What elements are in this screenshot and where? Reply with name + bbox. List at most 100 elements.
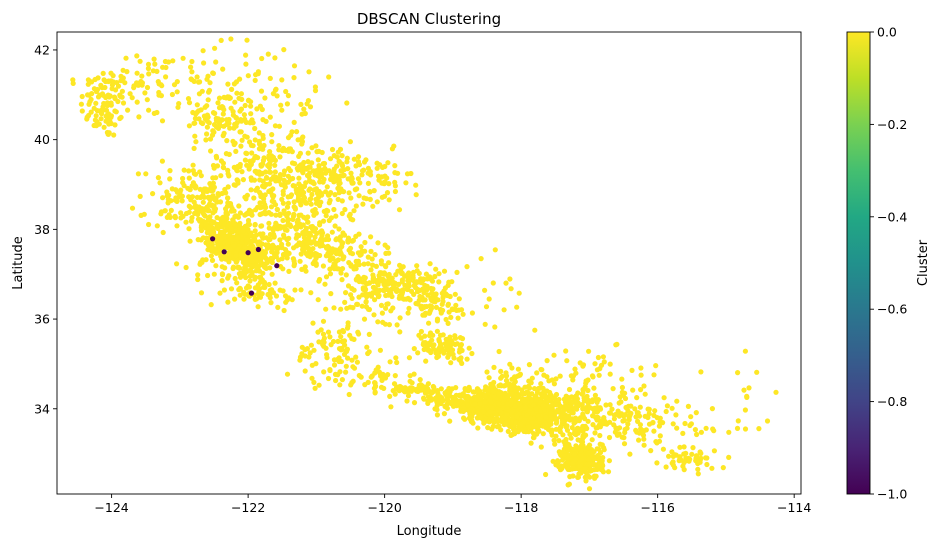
data-point (449, 306, 455, 312)
data-point (295, 217, 301, 223)
data-point (695, 466, 701, 472)
data-point (424, 276, 430, 282)
data-point (688, 414, 694, 420)
data-point (220, 66, 226, 72)
data-point (498, 368, 504, 374)
x-tick-label: −122 (231, 500, 265, 515)
data-point (323, 213, 329, 219)
data-point (358, 374, 364, 380)
data-point (294, 225, 300, 231)
data-point (318, 240, 324, 246)
data-point (544, 358, 550, 364)
data-point (259, 162, 265, 169)
data-point (304, 346, 310, 352)
data-point (603, 402, 609, 408)
data-point (483, 304, 490, 310)
data-point (377, 347, 383, 353)
data-point (200, 199, 206, 205)
data-point (606, 434, 613, 441)
data-point (584, 425, 590, 432)
data-point (371, 312, 377, 318)
data-point (226, 116, 232, 123)
data-point (146, 71, 152, 77)
data-point (320, 218, 327, 224)
data-point (299, 351, 305, 357)
data-point (303, 225, 309, 231)
data-point (218, 173, 224, 179)
data-point (509, 424, 515, 430)
data-point (217, 290, 223, 296)
data-point (276, 123, 282, 129)
data-point (540, 403, 546, 409)
data-point (322, 281, 328, 287)
data-point (192, 210, 198, 216)
data-point (78, 101, 84, 107)
data-point (391, 284, 397, 290)
data-point (250, 258, 256, 264)
data-point (369, 291, 375, 297)
data-point (225, 167, 231, 173)
data-point (672, 452, 678, 458)
data-point (391, 143, 397, 149)
data-point (157, 180, 163, 186)
data-point (420, 276, 426, 282)
data-point (384, 286, 390, 293)
data-point (232, 99, 238, 105)
data-point (580, 387, 586, 393)
data-point (421, 396, 427, 402)
data-point (495, 419, 501, 425)
data-point (711, 448, 718, 454)
data-point (742, 407, 749, 413)
data-point (681, 444, 687, 450)
data-point (219, 104, 225, 110)
data-point (203, 221, 209, 227)
data-point (373, 367, 379, 373)
data-point (491, 364, 497, 370)
data-point (570, 460, 576, 466)
data-point (754, 369, 760, 375)
data-point (227, 125, 233, 131)
y-axis-label: Latitude (11, 236, 26, 290)
data-point (301, 190, 307, 196)
data-point (277, 223, 283, 229)
data-point (79, 108, 85, 114)
data-point (264, 259, 270, 266)
data-point (274, 93, 280, 99)
data-point (178, 210, 184, 216)
data-point (96, 121, 102, 127)
data-point (571, 420, 577, 426)
data-point (269, 244, 275, 250)
data-point (350, 237, 356, 243)
data-point (365, 261, 371, 267)
data-point (526, 424, 532, 430)
data-point (91, 86, 97, 92)
data-point (129, 205, 136, 211)
data-point (429, 290, 435, 296)
data-point (155, 79, 161, 85)
data-point (396, 207, 403, 213)
data-point (475, 408, 481, 414)
data-point (299, 111, 305, 117)
data-point (492, 247, 498, 253)
data-point (295, 232, 301, 238)
data-point (372, 297, 378, 303)
data-point (440, 348, 446, 354)
data-point (259, 291, 265, 297)
data-point (269, 271, 275, 277)
data-point (510, 413, 516, 420)
data-point (164, 214, 170, 220)
data-point (418, 328, 424, 335)
data-point (219, 272, 226, 278)
data-point (272, 162, 278, 168)
data-point (641, 436, 647, 442)
data-point (158, 93, 164, 99)
data-point (214, 223, 220, 230)
data-point (237, 265, 243, 271)
data-point (281, 232, 287, 238)
data-point (456, 401, 462, 407)
data-point (210, 128, 216, 134)
data-point (294, 242, 301, 248)
data-point (425, 386, 431, 392)
data-point (257, 205, 263, 211)
data-point (518, 421, 525, 428)
